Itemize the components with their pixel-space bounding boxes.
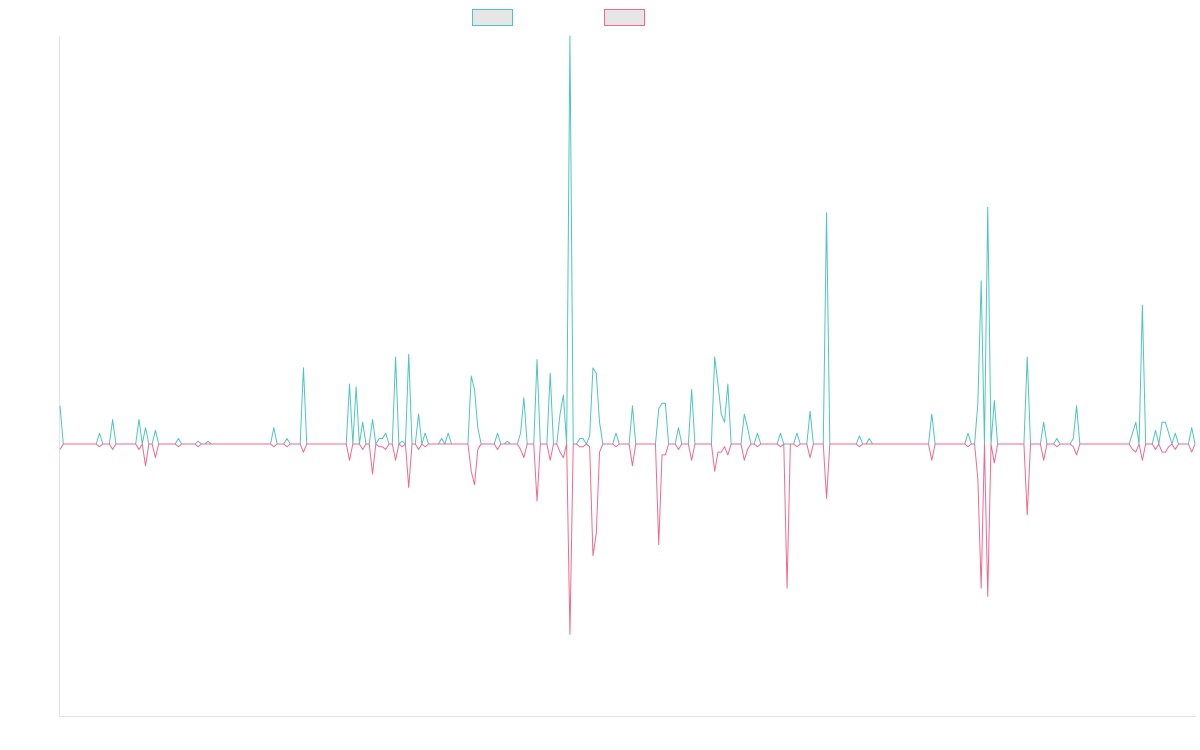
legend-swatch-1[interactable]	[472, 9, 513, 26]
legend	[472, 9, 645, 26]
series-layer	[59, 35, 1196, 635]
series-line-1	[59, 35, 1196, 445]
series-line-2	[59, 443, 1196, 635]
legend-swatch-2[interactable]	[604, 9, 645, 26]
